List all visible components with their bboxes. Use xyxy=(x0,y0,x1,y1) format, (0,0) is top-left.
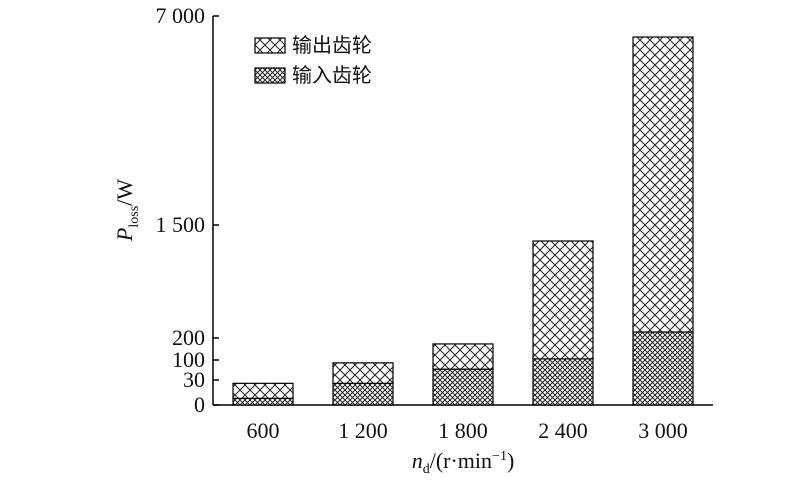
y-tick-label: 30 xyxy=(183,367,205,392)
x-tick-label: 1 800 xyxy=(438,418,488,443)
y-tick-label: 0 xyxy=(194,392,205,417)
x-tick-label: 2 400 xyxy=(538,418,588,443)
bar-segment xyxy=(232,382,294,399)
bar-segment xyxy=(432,368,494,406)
bar-segment xyxy=(332,382,394,406)
x-tick-label: 3 000 xyxy=(638,418,688,443)
legend-swatch xyxy=(254,37,286,54)
legend-swatch xyxy=(254,67,286,84)
y-tick-label: 1 500 xyxy=(156,212,206,237)
y-tick-label: 200 xyxy=(172,325,205,350)
legend-label: 输出齿轮 xyxy=(292,33,372,57)
x-axis-label: nd/(r·min−1) xyxy=(412,448,515,477)
x-tick-label: 1 200 xyxy=(338,418,388,443)
bar-segment xyxy=(532,358,594,406)
x-tick-label: 600 xyxy=(247,418,280,443)
bar-segment xyxy=(632,36,694,333)
bar-segment xyxy=(632,331,694,406)
y-tick-label: 100 xyxy=(172,347,205,372)
y-axis-label: Ploss/W xyxy=(112,179,142,242)
bar-segment xyxy=(532,240,594,360)
y-tick-label: 7 000 xyxy=(156,3,206,28)
bar-segment xyxy=(232,397,294,406)
bar-segment xyxy=(432,343,494,370)
legend-label: 输入齿轮 xyxy=(292,63,372,87)
bar-segment xyxy=(332,362,394,384)
